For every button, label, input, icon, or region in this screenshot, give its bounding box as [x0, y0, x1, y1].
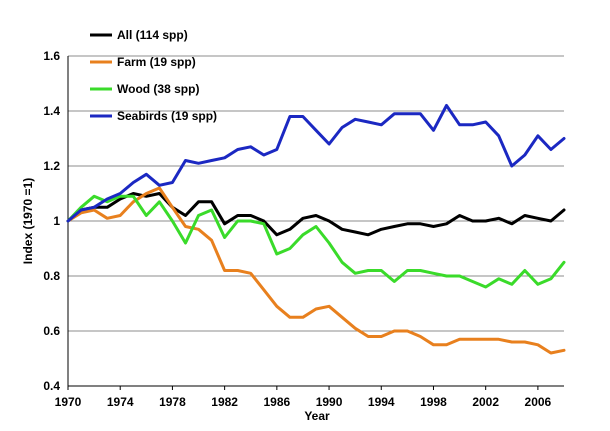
series-lines — [66, 104, 566, 355]
y-tick-label: 0.4 — [43, 379, 60, 393]
legend-label: Seabirds (19 spp) — [117, 109, 217, 123]
x-tick-label: 1990 — [316, 395, 343, 409]
series-line-seabirds — [66, 104, 566, 223]
x-tick-label: 1974 — [107, 395, 134, 409]
x-tick-label: 1998 — [420, 395, 447, 409]
x-tick-label: 1978 — [159, 395, 186, 409]
grid — [68, 55, 564, 332]
y-axis-title: Index (1970 =1) — [21, 178, 35, 264]
x-tick-label: 1994 — [368, 395, 395, 409]
series-line-wood — [66, 194, 566, 289]
y-tick-label: 1.6 — [43, 49, 60, 63]
x-tick-label: 1970 — [55, 395, 82, 409]
y-tick-label: 1 — [53, 214, 60, 228]
legend-label: All (114 spp) — [117, 28, 188, 42]
axes: 0.4 0.6 0.8 1 1.2 1.4 1.6 1970 1974 1978 1982 1986 1… — [43, 49, 564, 409]
y-tick-label: 0.8 — [43, 269, 60, 283]
series-line-farm — [66, 186, 566, 355]
legend-label: Farm (19 spp) — [117, 55, 196, 69]
series-line-all — [66, 192, 566, 237]
x-tick-label: 1982 — [211, 395, 238, 409]
x-axis-title: Year — [304, 409, 330, 423]
legend-label: Wood (38 spp) — [117, 82, 199, 96]
y-tick-label: 1.4 — [43, 104, 60, 118]
legend: All (114 spp) Farm (19 spp) Wood (38 spp) S… — [90, 28, 217, 123]
y-tick-label: 0.6 — [43, 324, 60, 338]
x-tick-label: 2002 — [472, 395, 499, 409]
y-tick-label: 1.2 — [43, 159, 60, 173]
x-tick-label: 1986 — [263, 395, 290, 409]
x-tick-label: 2006 — [525, 395, 552, 409]
